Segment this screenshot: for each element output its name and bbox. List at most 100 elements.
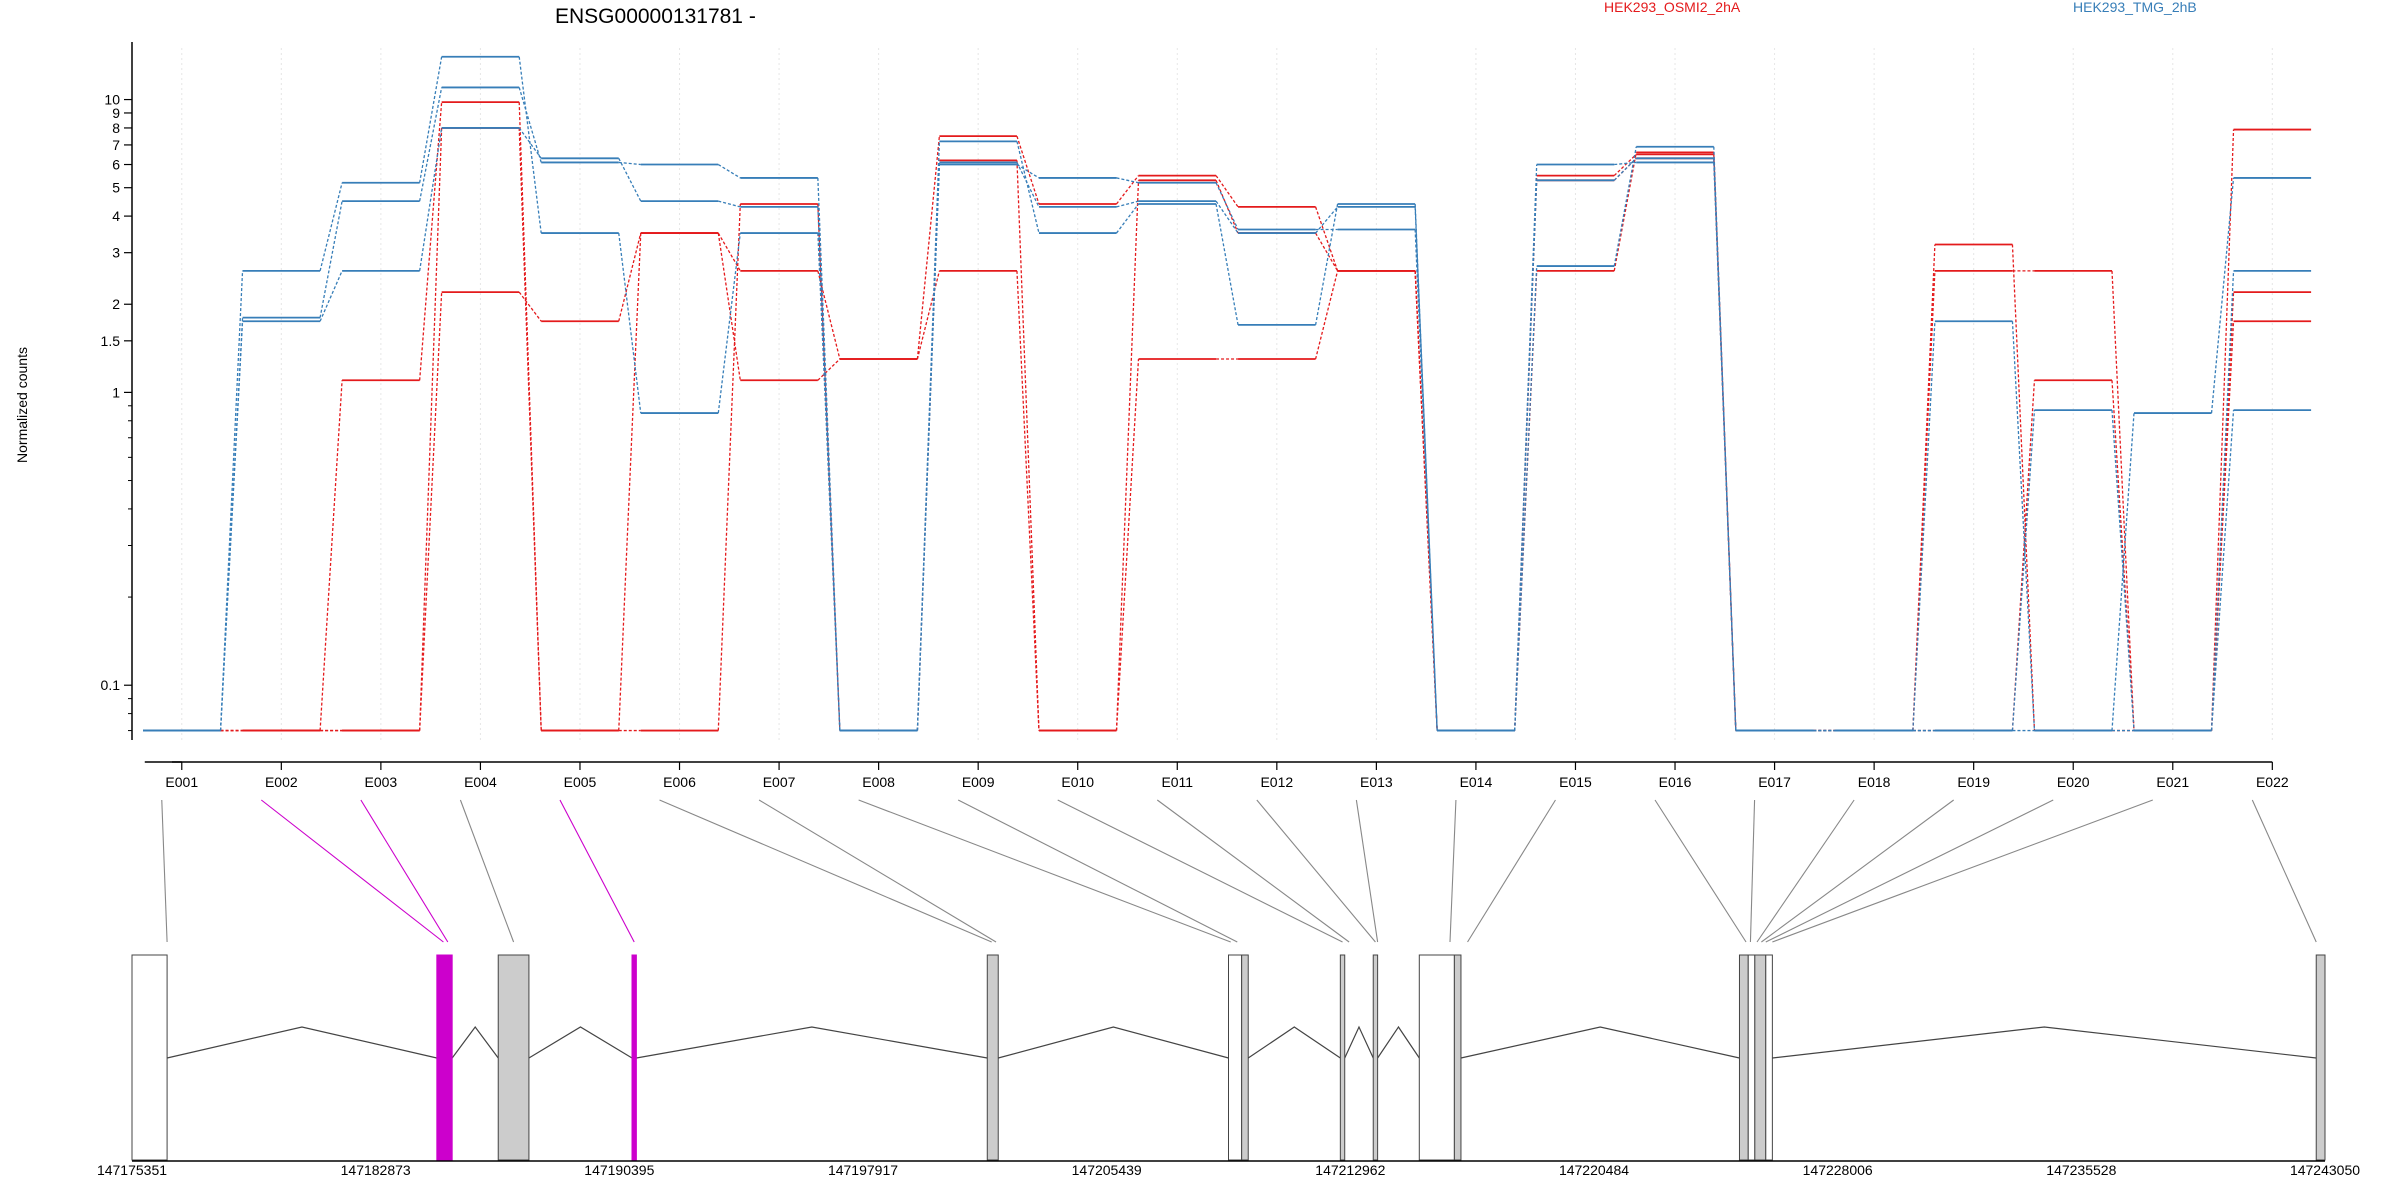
exon-link-e022 (2251, 799, 2317, 943)
x-axis: E001 E002 E003 E004 E005 E006 E007 E008 E009 E010… (144, 761, 2289, 790)
series-connector (1614, 161, 1637, 166)
coordinate-label: 147205439 (1072, 1162, 1142, 1178)
series-connector (916, 136, 941, 360)
y-tick-label: 1 (112, 384, 120, 400)
series-connector (1514, 180, 1538, 731)
exon-link-e019 (1761, 799, 1955, 943)
x-tick-label: E016 (1659, 774, 1692, 790)
series-connector (2210, 177, 2235, 414)
series-connector (2011, 321, 2036, 731)
coordinate-label: 147243050 (2290, 1162, 2360, 1178)
y-tick-label: 2 (112, 296, 120, 312)
x-tick-label: E011 (1161, 774, 1193, 790)
coordinate-label: 147212962 (1315, 1162, 1385, 1178)
series-connector (618, 233, 642, 731)
coordinate-label: 147197917 (828, 1162, 898, 1178)
legend-label-osmi2: HEK293_OSMI2_2hA (1604, 0, 1741, 15)
coordinate-label: 147235528 (2046, 1162, 2116, 1178)
x-tick-label: E013 (1360, 774, 1393, 790)
series-connector (1115, 358, 1140, 731)
intron-line (1247, 1026, 1341, 1059)
series-connector (817, 233, 841, 731)
series-connector (1116, 177, 1139, 184)
series-connector (618, 232, 642, 322)
series-connector (2111, 413, 2135, 731)
series-connector (916, 270, 941, 360)
gene-model (131, 954, 2326, 1161)
series-connector (717, 232, 741, 381)
series-connector (1016, 163, 1040, 179)
series-connector (1115, 180, 1140, 731)
intron-line (998, 1026, 1229, 1059)
exon-block (1738, 954, 1749, 1161)
series-connector (1016, 141, 1040, 234)
series-connector (1613, 157, 1637, 181)
exon-link-e002 (260, 799, 444, 943)
series-connector (1613, 146, 1637, 267)
x-tick-label: E006 (663, 774, 696, 790)
series-connector (419, 56, 443, 183)
y-tick-label: 8 (112, 120, 120, 136)
series-connector (618, 161, 641, 166)
series-connector (717, 203, 741, 731)
series-5 (143, 86, 2312, 732)
series-connector (518, 102, 542, 731)
series-connector (916, 141, 941, 731)
x-tick-label: E022 (2256, 774, 2289, 790)
series-connector (1016, 270, 1040, 731)
exon-link-e008 (858, 799, 1231, 943)
series-1 (143, 127, 2312, 732)
exon-block (1418, 954, 1455, 1161)
exon-link-e007 (758, 799, 997, 943)
series-connector (717, 232, 741, 414)
intron-line (528, 1026, 633, 1059)
series-connector (618, 232, 642, 414)
series-connector (219, 321, 244, 731)
series-connector (2210, 129, 2235, 731)
x-tick-label: E018 (1858, 774, 1891, 790)
exon-block (1241, 954, 1249, 1161)
x-tick-label: E012 (1260, 774, 1293, 790)
series-connector (1215, 180, 1239, 234)
x-tick-label: E017 (1758, 774, 1791, 790)
series-connector (717, 232, 741, 272)
series-connector (2011, 380, 2036, 731)
gene-title: ENSG00000131781 - (555, 5, 756, 28)
intron-line (636, 1026, 988, 1059)
exon-link-lines (161, 799, 2317, 943)
series-connector (2011, 410, 2036, 731)
series-connector (1912, 270, 1936, 731)
exon-link-e012 (1256, 799, 1376, 943)
exon-block (1747, 954, 1756, 1161)
intron-line (1772, 1026, 2317, 1059)
x-tick-label: E008 (862, 774, 895, 790)
exon-link-e016 (1654, 799, 1747, 943)
series-connector (219, 270, 244, 731)
series-connector (1414, 206, 1438, 731)
series-4 (143, 55, 2312, 732)
exon-block (1339, 954, 1346, 1161)
exon-link-e006 (659, 799, 992, 943)
y-tick-label: 6 (112, 157, 120, 173)
series-connector (1414, 229, 1438, 731)
series-connector (319, 380, 343, 731)
series-connector (1613, 153, 1637, 177)
grid-lines (181, 48, 2273, 740)
series-connector (1514, 266, 1538, 731)
exon-link-e009 (957, 799, 1238, 943)
exon-block (1754, 954, 1767, 1161)
series-connector (1115, 203, 1140, 234)
series-connector (419, 87, 443, 202)
series-connector (1315, 206, 1339, 234)
series-connector (2210, 410, 2235, 731)
intron-line (1344, 1025, 1374, 1059)
series-connector (1414, 270, 1438, 731)
y-tick-label: 9 (112, 105, 120, 121)
exon-link-e013 (1355, 799, 1379, 943)
series-connector (1414, 203, 1438, 731)
intron-line (451, 1025, 499, 1059)
series-connector (518, 127, 542, 159)
series-connector (2011, 244, 2036, 731)
series-connector (1016, 162, 1040, 208)
